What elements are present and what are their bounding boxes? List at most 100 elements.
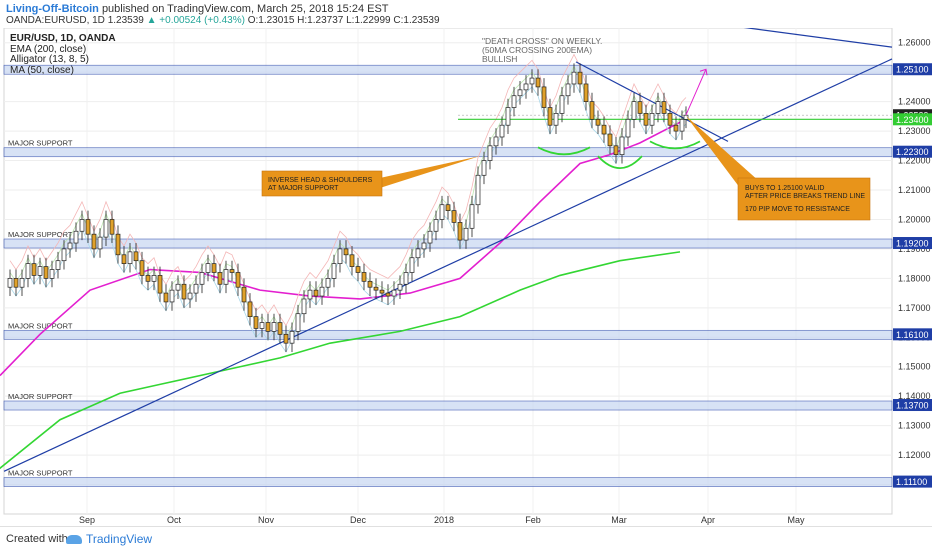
candle-body — [295, 313, 301, 332]
candle-body — [391, 289, 397, 297]
author-link[interactable]: Living-Off-Bitcoin — [6, 3, 99, 15]
candle-body — [13, 278, 19, 288]
candle-body — [349, 254, 355, 267]
candle-body — [169, 289, 175, 303]
time-tick-label: Nov — [258, 515, 275, 525]
candle-body — [187, 292, 193, 300]
candle-body — [337, 248, 343, 264]
publish-info: published on TradingView.com, March 25, … — [101, 3, 389, 15]
candle-body — [211, 263, 217, 273]
candle-body — [559, 95, 565, 114]
candles — [7, 63, 689, 352]
candle-body — [679, 118, 685, 132]
price-label-box — [893, 237, 932, 250]
candle-body — [427, 230, 433, 244]
legend-alligator: Alligator (13, 8, 5) — [10, 54, 89, 65]
candle-body — [517, 89, 523, 97]
candle-body — [97, 236, 103, 250]
price-tick-label: 1.17000 — [898, 303, 931, 313]
candle-body — [259, 322, 265, 329]
candle-body — [625, 118, 631, 138]
price-label-box — [893, 63, 932, 76]
candle-body — [91, 233, 97, 250]
candle-body — [115, 233, 121, 256]
buys-text: AFTER PRICE BREAKS TREND LINE — [745, 193, 865, 200]
candle-body — [487, 145, 493, 161]
candle-body — [469, 204, 475, 229]
candle-body — [61, 248, 67, 262]
candle-body — [493, 136, 499, 147]
candle-body — [505, 107, 511, 126]
candle-body — [49, 269, 55, 279]
candle-body — [343, 248, 349, 256]
candle-body — [133, 251, 139, 262]
tradingview-brand: TradingView — [86, 532, 153, 546]
created-with-label: Created with — [6, 533, 68, 545]
support-zone-label: MAJOR SUPPORT — [8, 139, 73, 148]
candle-body — [541, 86, 547, 108]
ma50-line — [0, 121, 681, 377]
price-chart[interactable]: MAJOR SUPPORT MAJOR SUPPORT MAJOR SUPPORT M… — [0, 28, 932, 526]
candle-body — [265, 322, 271, 332]
candle-body — [25, 263, 31, 279]
candle-body — [55, 260, 61, 270]
price-tick-label: 1.18000 — [898, 273, 931, 283]
last-price: 1.23539 — [107, 15, 144, 26]
candle-body — [79, 219, 85, 232]
price-label: 1.13700 — [896, 401, 929, 411]
header-bar: Living-Off-Bitcoin published on TradingV… — [0, 0, 932, 28]
candle-body — [151, 275, 157, 282]
death-cross-note: BULLISH — [482, 54, 517, 64]
falling-trendline — [575, 61, 729, 142]
candle-body — [193, 283, 199, 294]
symbol-line: OANDA:EURUSD, 1D 1.23539 ▲ +0.00524 (+0.… — [6, 15, 440, 26]
hs-head-arc — [597, 155, 643, 170]
support-zone-label: MAJOR SUPPORT — [8, 321, 73, 330]
candle-body — [583, 83, 589, 102]
legend-ma: MA (50, close) — [10, 64, 74, 76]
tradingview-logo[interactable]: TradingView — [66, 532, 152, 546]
candle-body — [85, 219, 91, 235]
price-tick-label: 1.26000 — [898, 38, 931, 48]
candle-body — [601, 124, 607, 135]
price-tick-label: 1.15000 — [898, 362, 931, 372]
price-label: 1.22300 — [896, 147, 929, 157]
candle-body — [523, 83, 529, 91]
price-tick-label: 1.21000 — [898, 185, 931, 195]
ohlc-values: O:1.23015 H:1.23737 L:1.22999 C:1.23539 — [247, 15, 440, 26]
cloud-icon — [66, 535, 82, 545]
candle-body — [307, 289, 313, 300]
candle-body — [403, 272, 409, 285]
candle-body — [511, 95, 517, 108]
candle-body — [619, 136, 625, 156]
candle-body — [577, 71, 583, 85]
time-tick-label: Oct — [167, 515, 182, 525]
candle-body — [667, 113, 673, 126]
candle-body — [37, 266, 43, 276]
price-label: 1.16100 — [896, 330, 929, 340]
symbol-name: OANDA:EURUSD, 1D — [6, 15, 105, 26]
candle-body — [367, 280, 373, 288]
candle-body — [127, 251, 133, 264]
candle-body — [241, 286, 247, 303]
footer: Created with TradingView — [0, 526, 932, 551]
candle-body — [547, 107, 553, 126]
candle-body — [649, 113, 655, 126]
hs-left-shoulder-arc — [537, 146, 591, 156]
time-tick-label: Dec — [350, 515, 367, 525]
candle-body — [589, 101, 595, 120]
candle-body — [433, 219, 439, 232]
candle-body — [7, 278, 13, 288]
legend-title: EUR/USD, 1D, OANDA — [10, 33, 116, 44]
candle-body — [397, 283, 403, 291]
support-zone-label: MAJOR SUPPORT — [8, 392, 73, 401]
price-tick-label: 1.24000 — [898, 97, 931, 107]
price-tick-label: 1.22000 — [898, 156, 931, 166]
candle-body — [415, 248, 421, 259]
support-zone — [3, 400, 893, 411]
candle-body — [43, 266, 49, 279]
rising-trendline — [3, 58, 893, 472]
candle-body — [253, 316, 259, 329]
candle-body — [247, 301, 253, 318]
candle-body — [31, 263, 37, 276]
